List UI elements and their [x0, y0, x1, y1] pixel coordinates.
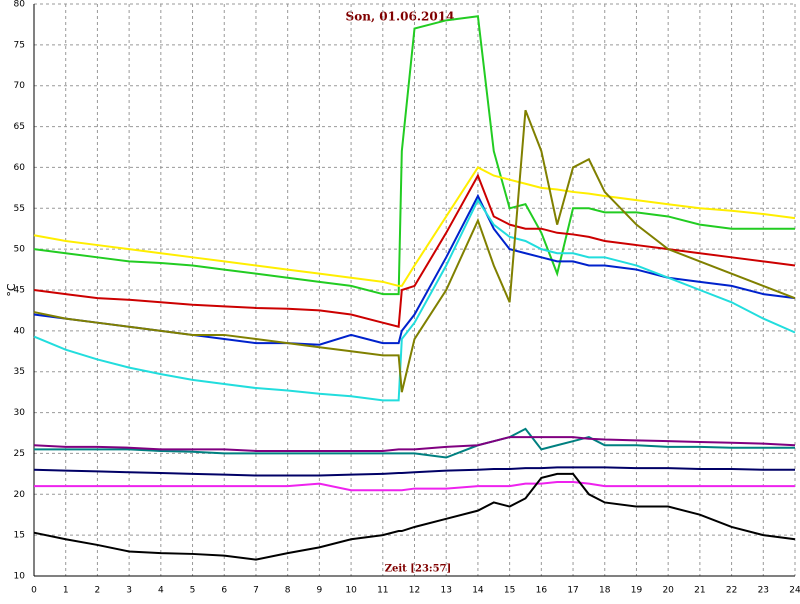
y-tick-label: 35 — [14, 367, 25, 377]
series-line — [33, 436, 796, 452]
x-tick-label: 18 — [599, 586, 611, 596]
series-line — [33, 198, 796, 402]
y-tick-label: 55 — [14, 204, 25, 214]
y-tick-label: 10 — [14, 572, 26, 582]
x-tick-label: 12 — [409, 586, 420, 596]
y-tick-label: 75 — [14, 40, 25, 50]
x-tick-label: 20 — [662, 586, 674, 596]
x-tick-label: 19 — [631, 586, 643, 596]
x-tick-label: 17 — [567, 586, 578, 596]
y-tick-label: 50 — [14, 245, 26, 255]
x-tick-label: 13 — [440, 586, 451, 596]
x-tick-label: 7 — [253, 586, 259, 596]
x-tick-label: 0 — [31, 586, 37, 596]
x-tick-label: 4 — [158, 586, 164, 596]
y-axis-label: °C — [5, 283, 18, 297]
x-tick-label: 5 — [190, 586, 196, 596]
x-tick-label: 16 — [536, 586, 548, 596]
x-axis-label: Zeit [23:57] — [385, 564, 452, 575]
x-tick-label: 1 — [63, 586, 69, 596]
chart-title: Son, 01.06.2014 — [346, 10, 455, 24]
y-tick-label: 15 — [14, 531, 25, 541]
y-tick-label: 30 — [14, 408, 26, 418]
series-line — [33, 166, 796, 287]
x-tick-label: 2 — [95, 586, 101, 596]
y-tick-label: 65 — [14, 122, 25, 132]
series-line — [33, 109, 796, 393]
y-tick-label: 40 — [14, 326, 26, 336]
series-line — [34, 481, 795, 492]
x-tick-label: 15 — [504, 586, 515, 596]
y-tick-label: 20 — [14, 490, 26, 500]
x-tick-label: 23 — [758, 586, 769, 596]
x-tick-label: 24 — [789, 586, 800, 596]
y-tick-label: 25 — [14, 449, 25, 459]
y-tick-label: 70 — [14, 81, 26, 91]
x-tick-label: 21 — [694, 586, 705, 596]
y-tick-label: 45 — [14, 286, 25, 296]
x-tick-label: 10 — [345, 586, 357, 596]
x-tick-label: 6 — [221, 586, 227, 596]
series-line — [33, 466, 795, 477]
x-tick-label: 14 — [472, 586, 484, 596]
series-line — [33, 15, 795, 296]
series-line — [33, 173, 796, 329]
x-tick-label: 9 — [317, 586, 323, 596]
x-tick-label: 22 — [726, 586, 737, 596]
series-line — [34, 427, 795, 459]
x-tick-label: 8 — [285, 586, 291, 596]
x-tick-label: 11 — [377, 586, 388, 596]
series-line — [33, 472, 796, 561]
y-tick-label: 60 — [14, 163, 26, 173]
x-tick-label: 3 — [126, 586, 132, 596]
y-tick-label: 80 — [14, 0, 26, 10]
